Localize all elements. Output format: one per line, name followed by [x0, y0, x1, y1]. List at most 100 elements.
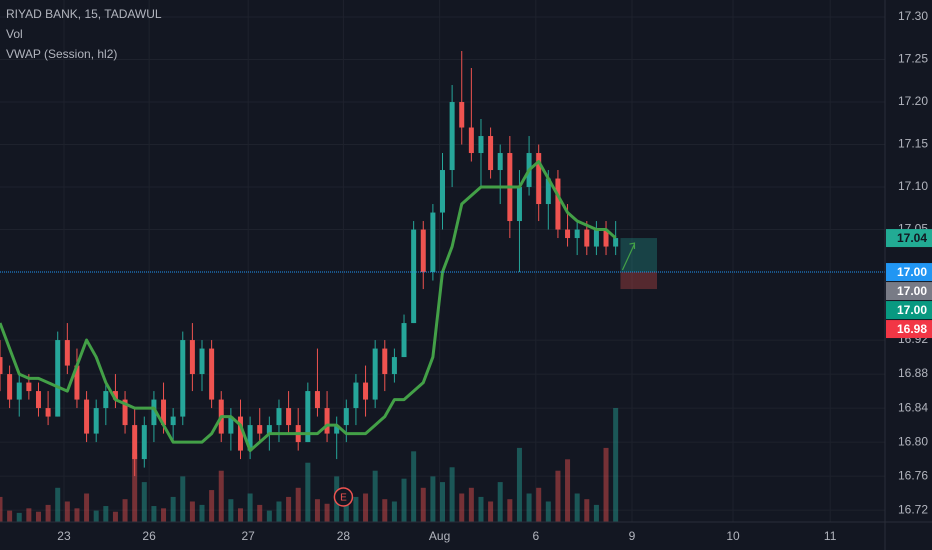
- volume-bar: [286, 496, 292, 522]
- candle-body: [565, 229, 571, 239]
- x-tick-label: 6: [532, 529, 539, 543]
- y-tick-label: 16.84: [898, 400, 928, 414]
- volume-bar: [314, 499, 320, 522]
- candle-body: [478, 136, 484, 154]
- price-badge: [886, 282, 932, 301]
- volume-bar: [7, 510, 13, 522]
- x-tick-label: 27: [242, 529, 256, 543]
- x-tick-label: 11: [824, 529, 837, 543]
- volume-bar: [189, 501, 195, 522]
- volume-bar: [295, 487, 301, 522]
- candle-body: [613, 238, 619, 247]
- volume-bar: [459, 493, 465, 522]
- candle-body: [468, 127, 474, 154]
- candle-body: [593, 229, 599, 247]
- volume-bar: [401, 478, 407, 522]
- candle-body: [545, 178, 551, 205]
- candle-body: [276, 408, 282, 426]
- candle-body: [286, 408, 292, 426]
- candle-body: [420, 229, 426, 273]
- candle-body: [26, 382, 32, 392]
- candle-body: [353, 382, 359, 409]
- volume-bar: [420, 487, 426, 522]
- candle-body: [555, 178, 561, 230]
- volume-bar: [545, 501, 551, 522]
- volume-bar: [440, 482, 445, 522]
- volume-bar: [305, 462, 311, 522]
- candle-body: [372, 348, 378, 400]
- y-tick-label: 17.25: [898, 52, 928, 66]
- volume-bar: [449, 467, 455, 522]
- candle-body: [7, 374, 13, 400]
- volume-bar: [382, 499, 388, 522]
- candle-body: [93, 408, 99, 434]
- volume-bar: [170, 496, 176, 522]
- volume-bar: [276, 501, 282, 522]
- volume-bar: [209, 490, 215, 522]
- price-badge-label: 17.00: [897, 303, 927, 317]
- candle-body: [141, 425, 147, 460]
- volume-bar: [584, 499, 590, 522]
- candle-body: [237, 416, 243, 451]
- x-tick-label: 23: [57, 529, 71, 543]
- candle-body: [440, 170, 445, 213]
- volume-bar: [478, 496, 484, 522]
- y-tick-label: 17.10: [898, 179, 928, 193]
- volume-bar: [151, 506, 157, 522]
- candle-body: [391, 357, 397, 375]
- candle-body: [603, 229, 609, 247]
- x-tick-label: 28: [337, 529, 351, 543]
- volume-bar: [613, 408, 619, 522]
- volume-bar: [237, 508, 243, 522]
- volume-bar: [526, 493, 532, 522]
- volume-bar: [363, 493, 369, 522]
- volume-bar: [324, 503, 330, 522]
- candle-body: [343, 408, 349, 426]
- volume-bar: [16, 512, 22, 522]
- y-tick-label: 17.20: [898, 94, 928, 108]
- candle-body: [35, 391, 41, 409]
- y-tick-label: 17.15: [898, 137, 928, 151]
- volume-bar: [555, 470, 561, 522]
- candle-body: [132, 425, 138, 460]
- volume-bar: [516, 447, 522, 522]
- volume-bar: [218, 470, 224, 522]
- volume-bar: [257, 504, 263, 522]
- volume-bar: [132, 453, 138, 522]
- y-tick-label: 17.30: [898, 9, 928, 23]
- candle-body: [161, 399, 167, 426]
- candle-body: [411, 229, 417, 324]
- candle-body: [324, 408, 330, 434]
- vwap-line: [0, 160, 617, 453]
- candle-body: [488, 136, 494, 171]
- x-tick-label: 26: [142, 529, 156, 543]
- candle-body: [112, 391, 118, 400]
- volume-bar: [64, 501, 70, 522]
- candle-body: [314, 391, 320, 409]
- candle-body: [103, 391, 109, 409]
- volume-bar: [141, 482, 147, 522]
- chart-title: RIYAD BANK, 15, TADAWUL: [6, 7, 162, 21]
- price-badge-label: 17.00: [897, 265, 927, 279]
- volume-bar: [574, 493, 580, 522]
- candle-body: [45, 408, 51, 417]
- price-badge: [886, 320, 932, 339]
- indicator-label: Vol: [6, 27, 23, 41]
- overlay-layer: E: [0, 160, 885, 507]
- volume-bar: [74, 508, 80, 522]
- candle-body: [449, 102, 455, 171]
- price-badge-label: 17.04: [897, 231, 927, 245]
- y-tick-label: 16.76: [898, 468, 928, 482]
- position-target: [620, 238, 658, 273]
- candle-body: [257, 425, 263, 434]
- volume-bar: [468, 487, 474, 522]
- price-badge-label: 17.00: [897, 284, 927, 298]
- candle-body: [459, 102, 465, 128]
- candle-body: [382, 348, 388, 375]
- axis-layer: 17.3017.2517.2017.1517.1017.0516.9216.88…: [57, 9, 932, 543]
- volume-bar: [84, 493, 90, 522]
- earnings-marker: [333, 487, 354, 507]
- volume-bar: [343, 501, 349, 522]
- price-badge: [886, 301, 932, 320]
